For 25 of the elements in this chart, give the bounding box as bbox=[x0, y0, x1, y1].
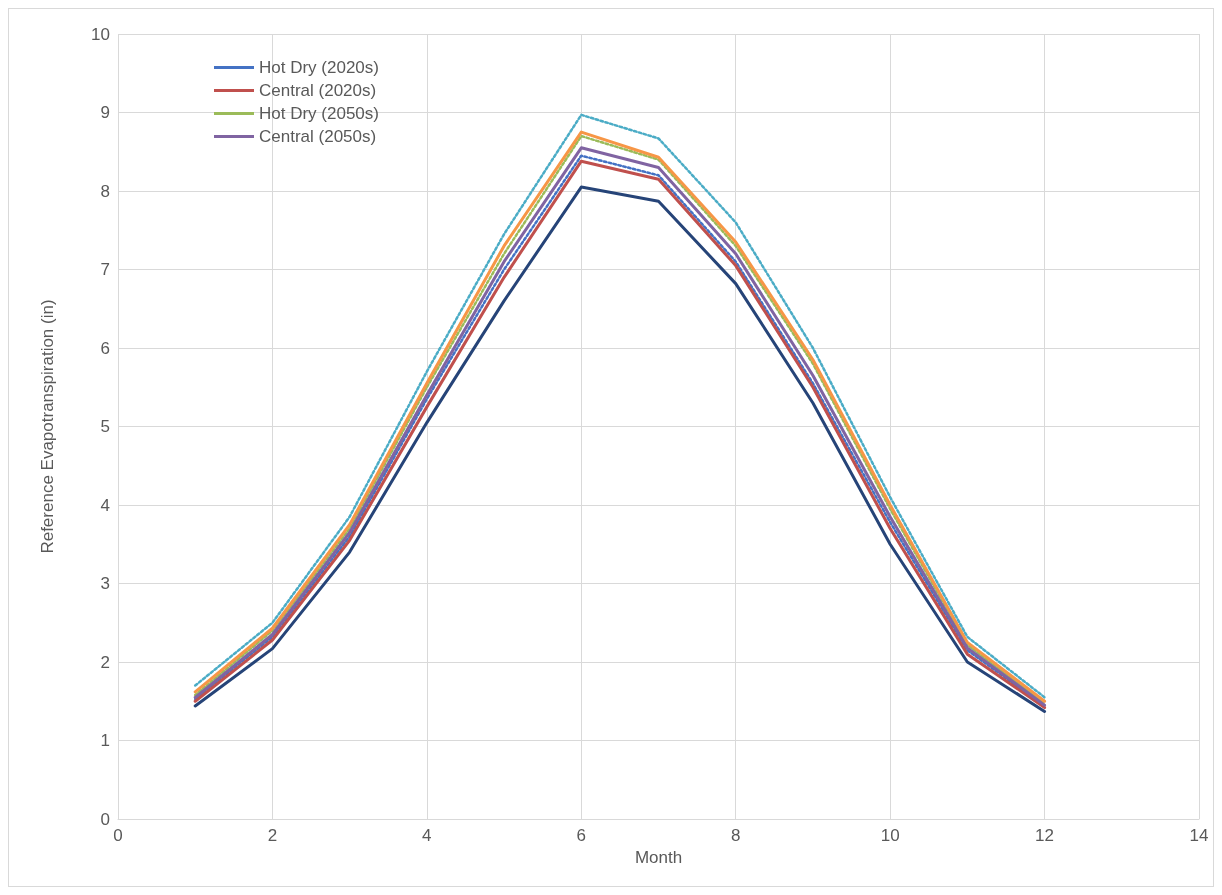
x-axis-title: Month bbox=[634, 847, 683, 867]
x-tick-label: 0 bbox=[113, 826, 123, 845]
x-tick-label: 2 bbox=[267, 826, 278, 845]
y-tick-label: 3 bbox=[100, 574, 110, 593]
legend-label: Hot Dry (2020s) bbox=[259, 58, 379, 77]
y-tick-label: 5 bbox=[100, 417, 110, 436]
legend-label: Central (2050s) bbox=[259, 127, 377, 146]
x-tick-label: 8 bbox=[730, 826, 741, 845]
y-tick-label: 8 bbox=[100, 181, 110, 201]
y-tick-label: 1 bbox=[100, 731, 110, 750]
y-tick-label: 9 bbox=[100, 103, 110, 122]
y-tick-label: 6 bbox=[100, 338, 110, 358]
x-tick-label: 14 bbox=[1189, 826, 1209, 845]
y-tick-label: 0 bbox=[100, 809, 110, 829]
x-tick-label: 4 bbox=[422, 826, 432, 845]
legend-label: Central (2020s) bbox=[259, 81, 377, 100]
y-axis-title: Reference Evapotranspiration (in) bbox=[38, 299, 57, 554]
y-tick-label: 2 bbox=[100, 652, 110, 672]
y-tick-label: 4 bbox=[100, 495, 110, 515]
x-tick-label: 6 bbox=[576, 826, 587, 845]
y-tick-label: 10 bbox=[91, 24, 110, 44]
y-tick-label: 7 bbox=[100, 260, 110, 279]
legend-label: Hot Dry (2050s) bbox=[259, 104, 379, 123]
x-tick-label: 10 bbox=[880, 826, 900, 845]
x-tick-label: 12 bbox=[1035, 826, 1055, 845]
